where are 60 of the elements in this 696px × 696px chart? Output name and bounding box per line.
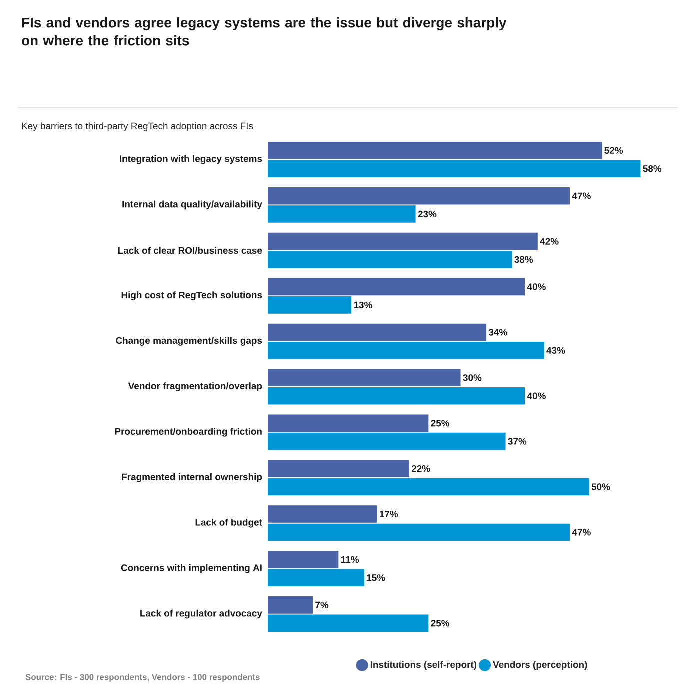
y-tick-label: Integration with legacy systems — [120, 155, 262, 164]
bar — [268, 251, 512, 268]
data-label: 11% — [341, 556, 360, 564]
bar — [268, 369, 461, 387]
data-label: 40% — [527, 392, 546, 400]
data-label: 25% — [431, 420, 450, 427]
data-label: 30% — [463, 374, 482, 382]
data-label: 23% — [418, 210, 437, 218]
bar — [268, 614, 429, 632]
data-label: 47% — [572, 192, 591, 200]
source-note: Source: FIs - 300 respondents, Vendors - 100 respondents — [26, 674, 260, 682]
text: Key barriers to third-party RegTech adoption across FIs — [22, 122, 254, 132]
data-label: 38% — [514, 256, 534, 264]
data-label: 25% — [431, 620, 450, 627]
data-label: 13% — [354, 302, 372, 309]
bar — [268, 278, 526, 296]
data-label: 42% — [540, 238, 559, 245]
y-tick-label: High cost of RegTech solutions — [122, 292, 262, 301]
data-label: 43% — [546, 347, 566, 354]
bar — [268, 414, 429, 432]
data-label: 58% — [643, 165, 662, 172]
bar — [268, 206, 416, 223]
bar — [268, 232, 538, 250]
legend-label: Institutions (self-report) — [370, 661, 477, 670]
bar — [268, 551, 339, 568]
y-tick-label: Procurement/onboarding friction — [115, 428, 262, 437]
y-tick-label: Lack of clear ROI/business case — [118, 247, 262, 254]
data-label: 17% — [380, 510, 398, 518]
bar — [268, 387, 526, 405]
bar — [268, 460, 410, 478]
y-tick-label: Fragmented internal ownership — [122, 473, 262, 482]
bar — [268, 324, 486, 342]
data-label: 52% — [604, 147, 624, 154]
y-tick-label: Concerns with implementing AI — [121, 564, 262, 574]
legend-label: Vendors (perception) — [493, 661, 588, 670]
bar — [268, 160, 641, 178]
bar — [268, 296, 352, 314]
bar — [268, 142, 602, 160]
bar — [268, 342, 544, 360]
bar — [268, 432, 506, 450]
data-label: 47% — [572, 529, 591, 536]
chart-title: FIs and vendors agree legacy systems are the issue but diverge sharply on where the friction sits — [22, 18, 507, 46]
bar — [268, 569, 364, 587]
data-label: 15% — [367, 574, 386, 582]
data-label: 50% — [592, 484, 610, 490]
y-tick-label: Lack of regulator advocacy — [140, 610, 262, 619]
bar — [268, 524, 570, 542]
y-tick-label: Lack of budget — [196, 518, 262, 528]
data-label: 40% — [527, 284, 546, 290]
data-label: 37% — [508, 438, 527, 445]
bar — [268, 506, 378, 523]
data-label: 34% — [488, 329, 508, 336]
y-tick-label: Vendor fragmentation/overlap — [128, 382, 262, 392]
bar — [268, 478, 590, 496]
data-label: 7% — [316, 602, 329, 609]
data-label: 22% — [412, 465, 430, 472]
bar — [268, 187, 570, 205]
y-tick-label: Internal data quality/availability — [122, 200, 262, 210]
bar — [268, 596, 313, 614]
y-tick-label: Change management/skills gaps — [116, 337, 262, 346]
